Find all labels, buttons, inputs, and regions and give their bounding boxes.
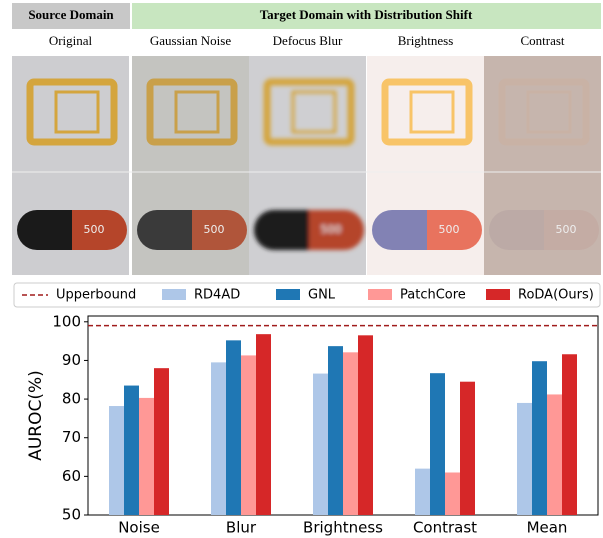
bar (532, 361, 547, 515)
bar (109, 406, 124, 515)
tray-hole (174, 90, 220, 134)
legend-box (13, 282, 601, 308)
bar (460, 381, 475, 515)
source-header-bg (12, 3, 130, 29)
pill-text: 500 (439, 223, 460, 236)
tray (146, 78, 238, 146)
image: 500 (489, 78, 599, 250)
pill-text: 500 (84, 223, 105, 236)
bar (562, 354, 577, 515)
bar (547, 394, 562, 515)
tray-hole (526, 90, 572, 134)
source-header: Source Domain (28, 7, 114, 22)
bar (517, 402, 532, 515)
pill-text: 500 (321, 223, 342, 236)
pill-dark (137, 210, 192, 250)
bar (139, 397, 154, 515)
y-tick-label: 100 (52, 312, 81, 330)
image: 500 (372, 78, 482, 250)
bar (445, 472, 460, 515)
pill-dark (17, 210, 72, 250)
legend-label: RoDA(Ours) (518, 288, 594, 303)
pill-text: 500 (204, 223, 225, 236)
tray (381, 78, 473, 146)
legend-swatch (368, 289, 392, 300)
pill-red (309, 210, 364, 250)
legend-label: RD4AD (194, 288, 240, 303)
x-tick-label: Mean (527, 519, 568, 537)
pill-red (544, 210, 599, 250)
pill-red (427, 210, 482, 250)
legend-label: PatchCore (400, 288, 466, 303)
bar (328, 346, 343, 515)
pill-red (72, 210, 127, 250)
legend-swatch (162, 289, 186, 300)
bar (211, 362, 226, 515)
y-tick-label: 50 (62, 506, 81, 524)
bar (256, 334, 271, 515)
pill-text: 500 (556, 223, 577, 236)
y-tick-label: 70 (62, 428, 81, 446)
target-header-bg (132, 3, 601, 29)
target-header: Target Domain with Distribution Shift (260, 7, 473, 22)
column-label: Defocus Blur (273, 33, 343, 48)
image: 500 (137, 78, 247, 250)
x-tick-label: Blur (226, 519, 257, 537)
pill-dark (489, 210, 544, 250)
x-tick-label: Noise (118, 519, 160, 537)
pill-red (192, 210, 247, 250)
legend-label: GNL (308, 288, 336, 303)
pill-dark (372, 210, 427, 250)
tray-hole (291, 90, 337, 134)
tray (26, 78, 118, 146)
legend-label: Upperbound (56, 288, 136, 303)
bar (430, 373, 445, 515)
bar (124, 385, 139, 515)
pill-dark (254, 210, 309, 250)
bar (241, 355, 256, 515)
y-axis-label: AUROC(%) (26, 370, 46, 461)
bar (358, 335, 373, 515)
y-tick-label: 90 (62, 351, 81, 369)
tray (263, 78, 355, 146)
x-tick-label: Brightness (303, 519, 383, 537)
bar (415, 468, 430, 515)
column-label: Contrast (520, 33, 564, 48)
tray (498, 78, 590, 146)
column-label: Gaussian Noise (150, 33, 231, 48)
legend-swatch (276, 289, 300, 300)
y-tick-label: 60 (62, 467, 81, 485)
tray-hole (409, 90, 455, 134)
column-label: Original (49, 33, 93, 48)
legend-swatch (486, 289, 510, 300)
bar (343, 352, 358, 515)
image: 500 (17, 78, 127, 250)
column-label: Brightness (398, 33, 454, 48)
image: 500 (254, 78, 364, 250)
bar (154, 368, 169, 515)
tray-hole (54, 90, 100, 134)
x-tick-label: Contrast (413, 519, 477, 537)
bar (226, 340, 241, 515)
y-tick-label: 80 (62, 390, 81, 408)
bar (313, 373, 328, 515)
